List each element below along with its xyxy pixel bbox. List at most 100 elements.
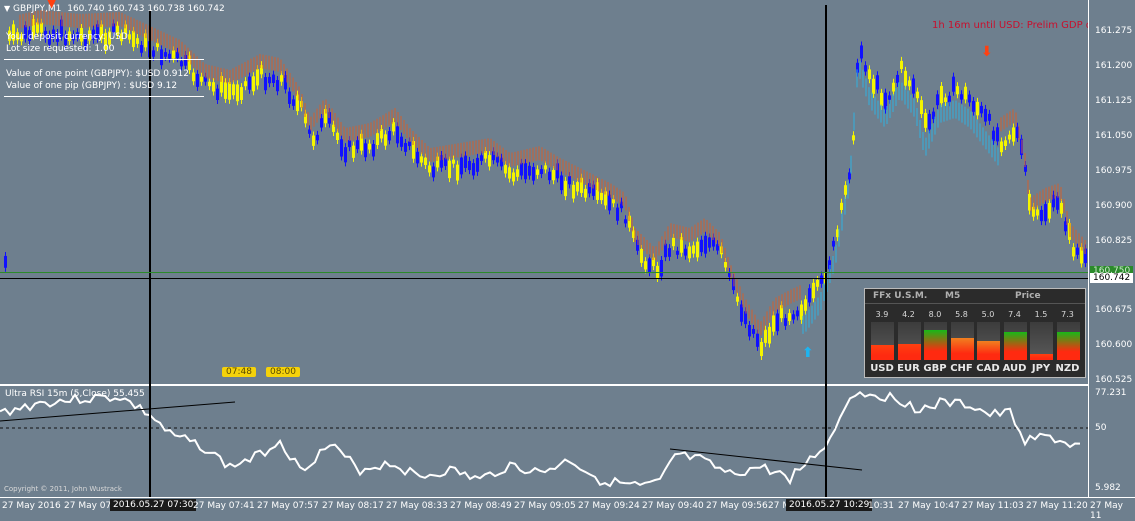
symbol-label: GBPJPY,M1	[13, 4, 62, 14]
candle	[776, 313, 779, 332]
candle	[464, 155, 467, 168]
price-chart[interactable]	[0, 0, 1135, 385]
candle	[324, 109, 327, 124]
strength-bar	[1003, 332, 1027, 360]
time-tick: 27 May 07	[64, 501, 112, 511]
candle	[992, 130, 995, 141]
candle	[1028, 193, 1031, 211]
candle	[248, 76, 251, 90]
price-tick: 160.825	[1095, 236, 1133, 246]
candle	[124, 24, 127, 34]
candle	[696, 241, 699, 258]
candle	[712, 237, 715, 247]
crosshair-horizontal	[0, 278, 1088, 279]
candle	[236, 84, 239, 102]
triangle-down-icon[interactable]: ▼	[4, 4, 11, 13]
candle	[608, 194, 611, 211]
price-axis[interactable]	[1088, 0, 1135, 497]
candle	[596, 182, 599, 200]
candle	[256, 69, 259, 86]
candle	[72, 34, 75, 41]
strength-value: 5.0	[981, 310, 995, 319]
candle	[384, 134, 387, 146]
session-tag-0800[interactable]: 08:00	[266, 367, 300, 377]
candle	[648, 258, 651, 273]
candle	[832, 240, 835, 247]
candle	[1052, 194, 1055, 208]
candle	[12, 24, 15, 41]
candle	[528, 165, 531, 176]
candle	[820, 275, 823, 284]
candle	[884, 92, 887, 110]
candle	[1008, 134, 1011, 140]
candle	[132, 30, 135, 48]
candle	[180, 61, 183, 67]
candle	[500, 157, 503, 167]
trendline-1	[0, 401, 236, 422]
candle	[128, 34, 131, 40]
candle	[580, 177, 583, 193]
candle	[956, 86, 959, 95]
candle	[196, 73, 199, 87]
candle	[636, 239, 639, 251]
candle	[756, 333, 759, 347]
time-tick: 10:31	[868, 501, 894, 511]
candle	[32, 18, 35, 37]
currency-strength-panel[interactable]: FFx U.S.M. M5 Price 3.9 USD 4.2 EUR 8.0 GBP 5.…	[864, 288, 1086, 378]
candle	[224, 82, 227, 99]
crosshair-vertical-left	[149, 10, 151, 498]
candle	[728, 271, 731, 277]
candle	[932, 111, 935, 120]
candle	[1040, 209, 1043, 222]
candle	[644, 261, 647, 270]
candle	[20, 36, 23, 42]
candle	[940, 85, 943, 104]
candle	[752, 328, 755, 334]
candle	[96, 24, 99, 39]
time-tick: 27 May 07:57	[257, 501, 319, 511]
candle	[664, 243, 667, 258]
candle	[432, 166, 435, 178]
candle	[140, 45, 143, 53]
candle	[604, 191, 607, 206]
candle	[116, 25, 119, 35]
candle	[888, 95, 891, 100]
candle	[216, 88, 219, 101]
buy-signal-arrow-icon: ⬆	[802, 345, 814, 361]
candle	[548, 171, 551, 181]
time-tick: 27 May 09:40	[642, 501, 704, 511]
candle	[112, 23, 115, 33]
sell-arrow-icon: ▼	[47, 0, 57, 10]
candle	[1056, 196, 1059, 210]
candle	[272, 74, 275, 83]
candle	[408, 141, 411, 147]
candle	[108, 31, 111, 45]
strength-value: 7.3	[1061, 310, 1074, 319]
currency-label: GBP	[923, 363, 947, 374]
candle	[968, 94, 971, 103]
candle	[308, 129, 311, 134]
candle	[844, 185, 847, 195]
indicator-level-mid: 50	[1095, 423, 1107, 433]
subwindow-separator[interactable]	[0, 384, 1088, 386]
currency-label: EUR	[897, 363, 920, 374]
candle	[564, 180, 567, 197]
candle	[136, 38, 139, 44]
price-tick: 161.050	[1095, 131, 1133, 141]
candle	[952, 76, 955, 92]
rsi-line	[0, 391, 1081, 488]
candle	[848, 172, 851, 180]
candle	[476, 157, 479, 172]
time-tick: 27 M	[768, 501, 791, 511]
candle	[980, 105, 983, 114]
candle	[372, 143, 375, 157]
strength-bar	[1056, 332, 1080, 360]
price-level-line[interactable]	[0, 272, 1088, 273]
strength-bar-bg	[1030, 322, 1053, 360]
session-tag-0748[interactable]: 07:48	[222, 367, 256, 377]
current-price-label: 160.742	[1090, 273, 1134, 283]
indicator-chart[interactable]	[0, 385, 1135, 497]
candle	[784, 318, 787, 326]
currency-label: USD	[870, 363, 894, 374]
